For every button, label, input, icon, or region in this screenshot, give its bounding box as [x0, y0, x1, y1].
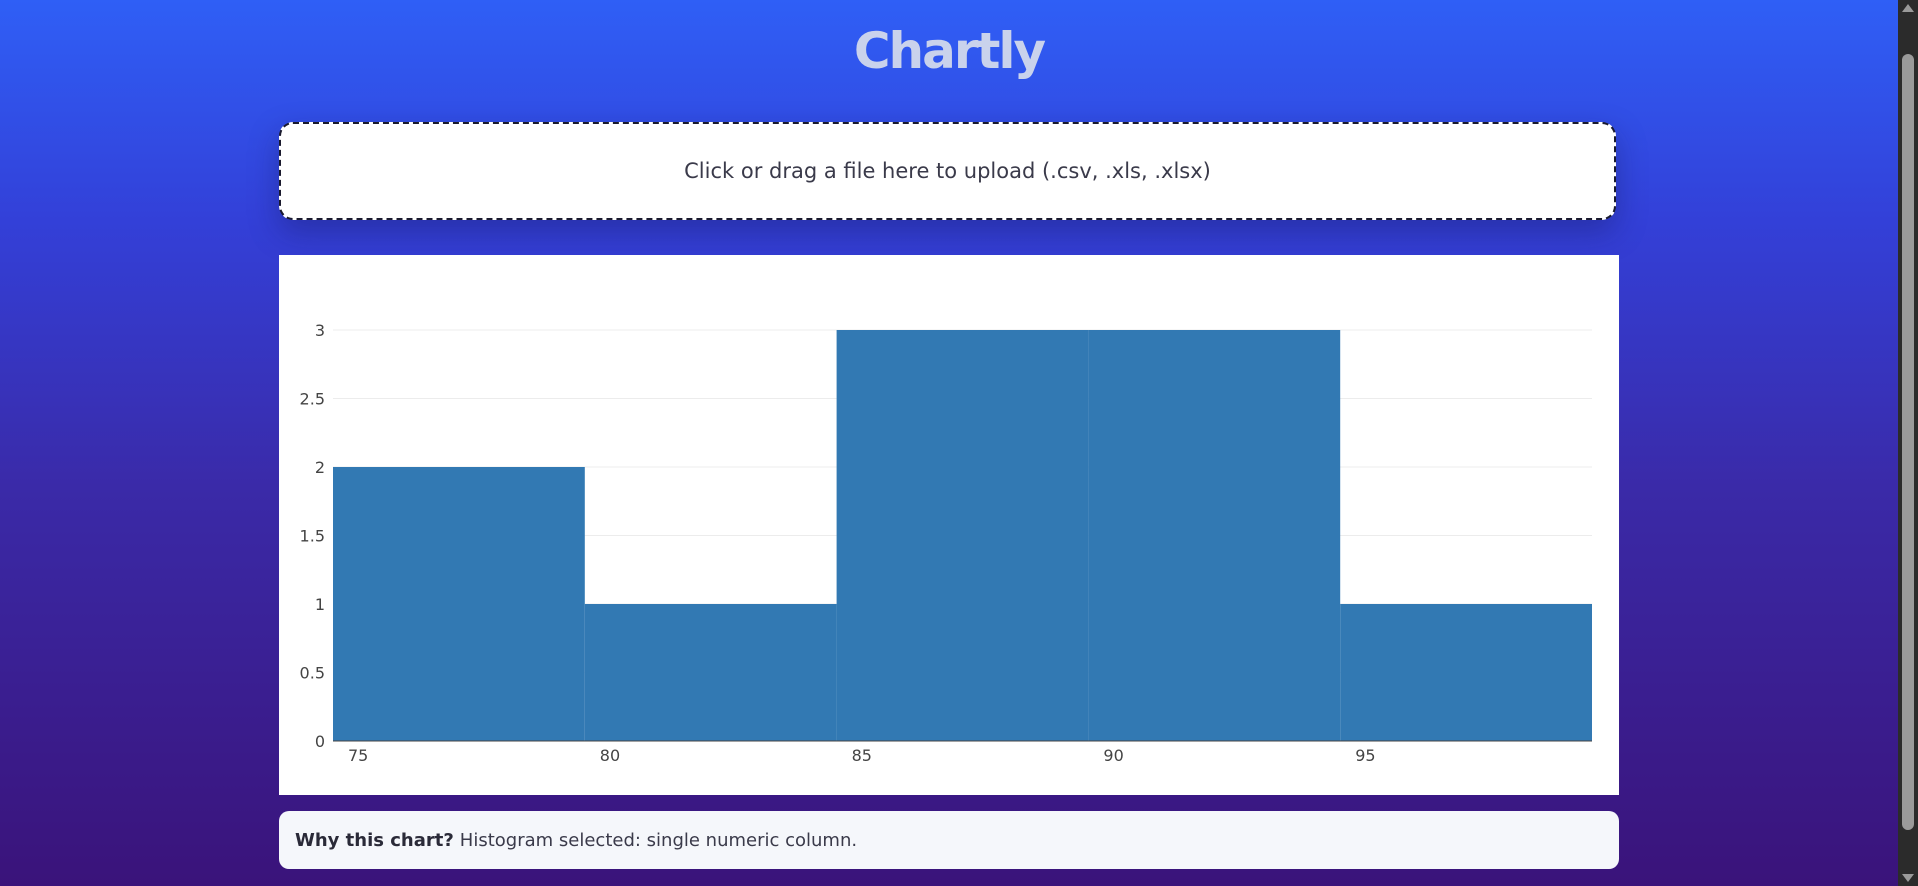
file-upload-dropzone[interactable]: Click or drag a file here to upload (.cs… — [279, 122, 1616, 220]
y-tick-label: 2.5 — [300, 390, 325, 409]
y-tick-label: 2 — [315, 458, 325, 477]
histogram-chart: 0 0.5 1 1.5 2 2.5 3 75 80 85 90 95 — [300, 321, 1592, 765]
scrollbar-thumb[interactable] — [1902, 54, 1914, 830]
y-tick-label: 0 — [315, 732, 325, 751]
scroll-down-arrow-icon[interactable] — [1902, 874, 1914, 882]
x-tick-label: 85 — [852, 746, 872, 765]
scroll-up-arrow-icon[interactable] — [1902, 4, 1914, 12]
x-tick-label: 95 — [1355, 746, 1375, 765]
histogram-bar-3[interactable] — [1088, 330, 1341, 741]
axes: 0 0.5 1 1.5 2 2.5 3 75 80 85 90 95 — [300, 321, 1592, 765]
y-tick-label: 0.5 — [300, 664, 325, 683]
y-tick-label: 1.5 — [300, 527, 325, 546]
y-tick-label: 3 — [315, 321, 325, 340]
chart-card: 0 0.5 1 1.5 2 2.5 3 75 80 85 90 95 — [279, 255, 1619, 795]
histogram-bar-0[interactable] — [333, 467, 585, 741]
vertical-scrollbar[interactable] — [1898, 0, 1918, 886]
explanation-text: Histogram selected: single numeric colum… — [459, 829, 858, 851]
histogram-bar-4[interactable] — [1340, 604, 1592, 741]
y-tick-label: 1 — [315, 595, 325, 614]
x-tick-label: 90 — [1103, 746, 1123, 765]
upload-instructions: Click or drag a file here to upload (.cs… — [684, 159, 1211, 183]
explanation-label: Why this chart? — [295, 829, 454, 851]
histogram-bar-2[interactable] — [836, 330, 1089, 741]
x-tick-label: 80 — [600, 746, 620, 765]
histogram-bar-1[interactable] — [584, 604, 837, 741]
histogram-bars — [333, 330, 1592, 741]
chart-explanation: Why this chart? Histogram selected: sing… — [279, 811, 1619, 869]
app-title: Chartly — [853, 22, 1046, 80]
x-tick-label: 75 — [348, 746, 368, 765]
